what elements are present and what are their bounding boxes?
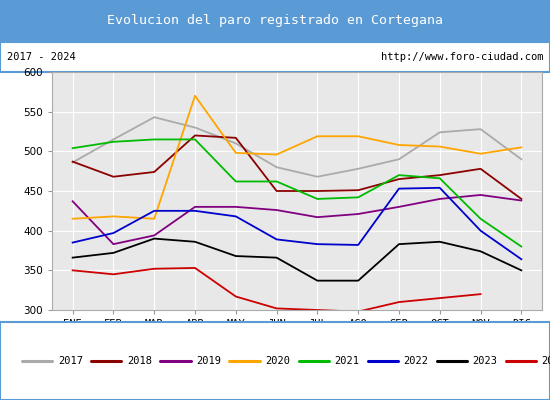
- Text: 2022: 2022: [404, 356, 428, 366]
- Text: 2020: 2020: [265, 356, 290, 366]
- Text: 2024: 2024: [542, 356, 550, 366]
- Text: http://www.foro-ciudad.com: http://www.foro-ciudad.com: [381, 52, 543, 62]
- Text: 2017 - 2024: 2017 - 2024: [7, 52, 75, 62]
- Text: 2023: 2023: [472, 356, 498, 366]
- Text: 2019: 2019: [196, 356, 221, 366]
- Text: 2017: 2017: [58, 356, 82, 366]
- Text: 2018: 2018: [127, 356, 152, 366]
- Text: Evolucion del paro registrado en Cortegana: Evolucion del paro registrado en Cortega…: [107, 14, 443, 27]
- Text: 2021: 2021: [334, 356, 359, 366]
